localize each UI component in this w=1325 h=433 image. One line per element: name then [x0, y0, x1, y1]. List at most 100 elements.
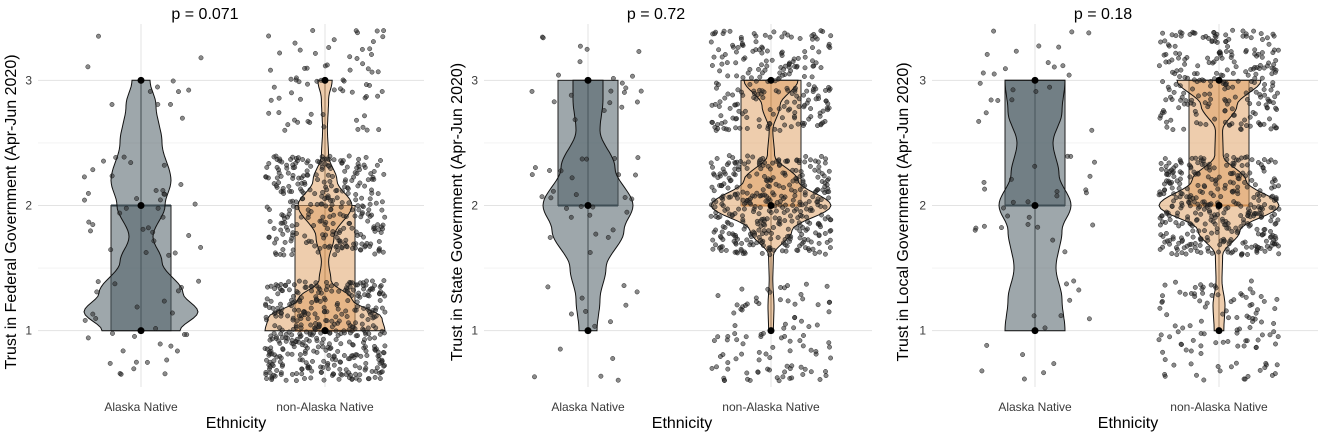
jitter-point: [1161, 108, 1166, 114]
jitter-point: [349, 324, 355, 330]
jitter-point: [337, 211, 343, 217]
jitter-point: [186, 233, 192, 238]
jitter-point: [1185, 214, 1191, 220]
jitter-point: [749, 75, 754, 81]
y-tick-label: 3: [919, 73, 926, 87]
jitter-point: [108, 247, 114, 253]
jitter-point: [310, 28, 316, 33]
jitter-point: [780, 170, 786, 176]
jitter-point: [776, 106, 782, 112]
jitter-point: [1247, 302, 1253, 308]
jitter-point: [712, 124, 718, 130]
jitter-point: [361, 327, 367, 333]
jitter-point: [298, 322, 304, 328]
jitter-point: [359, 313, 365, 319]
jitter-point: [1229, 106, 1235, 112]
jitter-point: [1245, 72, 1251, 78]
jitter-point: [722, 95, 728, 101]
jitter-point: [283, 335, 289, 341]
jitter-point: [1177, 51, 1183, 57]
jitter-point: [366, 376, 372, 382]
jitter-point: [354, 299, 360, 305]
jitter-point: [267, 337, 273, 343]
jitter-point: [773, 181, 779, 187]
jitter-point: [734, 337, 740, 343]
jitter-point: [302, 376, 307, 381]
jitter-point: [623, 302, 629, 308]
jitter-point: [356, 377, 362, 383]
jitter-point: [1160, 293, 1165, 299]
jitter-point: [266, 33, 271, 39]
jitter-point: [1243, 173, 1249, 179]
jitter-point: [1193, 210, 1198, 216]
jitter-point: [735, 236, 740, 242]
jitter-point: [1202, 91, 1208, 97]
jitter-point: [315, 158, 320, 164]
p-value-annotation: p = 0.071: [171, 6, 238, 23]
jitter-point: [1159, 299, 1165, 305]
jitter-point: [263, 314, 269, 320]
jitter-point: [1240, 240, 1246, 246]
jitter-point: [381, 330, 387, 336]
jitter-point: [808, 157, 813, 163]
jitter-point: [355, 282, 360, 288]
jitter-point: [1169, 167, 1174, 173]
jitter-point: [1207, 208, 1212, 214]
jitter-point: [110, 330, 115, 336]
jitter-point: [336, 288, 342, 294]
jitter-point: [780, 115, 785, 121]
jitter-point: [313, 296, 319, 302]
jitter-point: [1260, 50, 1265, 55]
jitter-point: [712, 338, 717, 343]
jitter-point: [1067, 297, 1073, 303]
jitter-point: [805, 226, 810, 232]
jitter-point: [344, 164, 350, 170]
jitter-point: [1171, 90, 1177, 95]
jitter-point: [825, 101, 831, 107]
jitter-point: [1084, 190, 1089, 196]
jitter-point: [782, 122, 787, 128]
jitter-point: [783, 321, 788, 327]
level-dot: [767, 202, 775, 209]
jitter-point: [1273, 341, 1278, 347]
jitter-point: [374, 365, 380, 371]
jitter-point: [315, 177, 320, 183]
jitter-point: [1262, 82, 1268, 87]
jitter-point: [170, 78, 176, 84]
jitter-point: [287, 199, 293, 205]
jitter-point: [752, 204, 758, 210]
jitter-point: [365, 177, 371, 183]
jitter-point: [797, 36, 803, 41]
jitter-point: [762, 174, 767, 179]
jitter-point: [1183, 347, 1189, 353]
jitter-point: [1195, 205, 1201, 211]
jitter-point: [710, 246, 716, 252]
jitter-point: [740, 213, 745, 219]
jitter-point: [302, 66, 307, 71]
jitter-point: [1243, 69, 1249, 75]
jitter-point: [157, 341, 163, 347]
jitter-point: [1262, 157, 1267, 163]
jitter-point: [330, 221, 336, 226]
jitter-point: [823, 251, 828, 257]
jitter-point: [1167, 334, 1173, 340]
jitter-point: [310, 358, 315, 364]
jitter-point: [264, 296, 270, 302]
jitter-point: [743, 108, 748, 114]
jitter-point: [577, 59, 583, 65]
jitter-point: [373, 200, 379, 206]
jitter-point: [1243, 48, 1249, 53]
jitter-point: [1177, 83, 1183, 89]
jitter-point: [1213, 34, 1219, 40]
jitter-point: [1262, 92, 1268, 98]
jitter-point: [382, 343, 388, 349]
jitter-point: [1262, 226, 1268, 232]
jitter-point: [1224, 153, 1230, 159]
jitter-point: [376, 127, 382, 133]
jitter-point: [823, 369, 828, 374]
y-axis-title: Trust in State Government (Apr-Jun 2020): [449, 63, 466, 361]
jitter-point: [1215, 364, 1221, 369]
jitter-point: [579, 156, 585, 162]
jitter-point: [340, 158, 346, 164]
jitter-point: [1227, 122, 1233, 128]
